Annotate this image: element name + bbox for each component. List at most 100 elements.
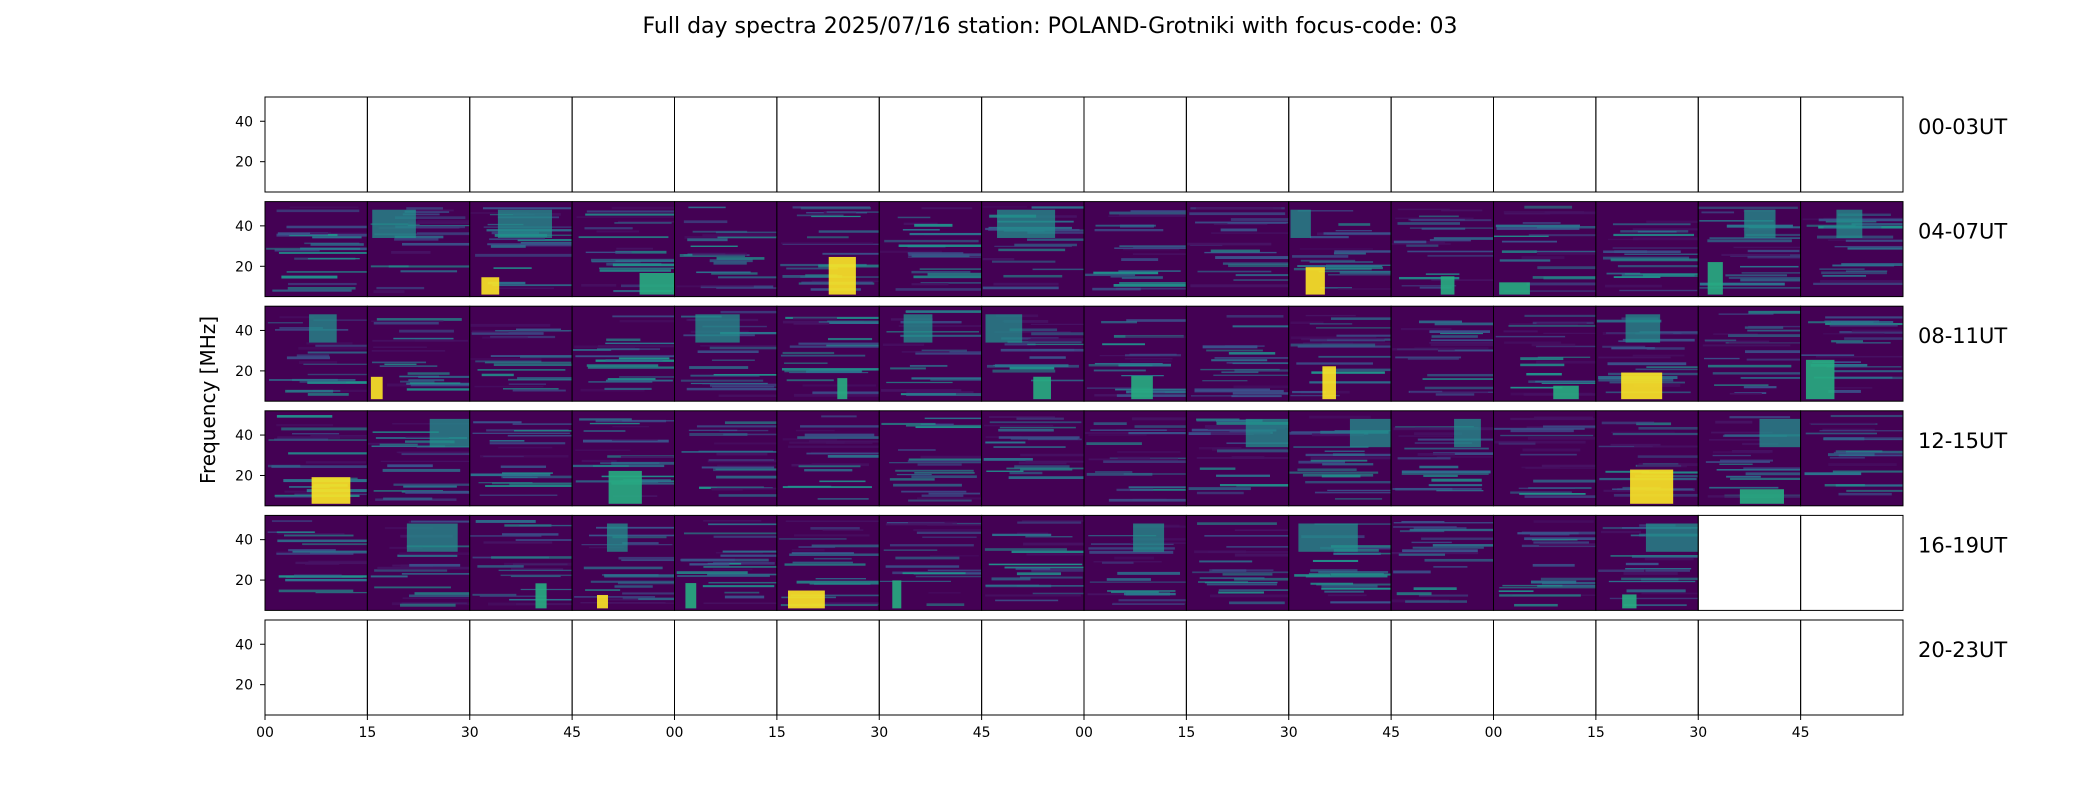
spectrum-stripe <box>886 381 953 384</box>
spectrum-band <box>1133 523 1165 552</box>
spectrum-stripe <box>884 239 979 243</box>
spectrum-band <box>429 418 470 448</box>
spectrum-band <box>985 314 1023 343</box>
spectrum-stripe <box>1211 447 1287 451</box>
spectrum-stripe <box>487 281 526 285</box>
spectrum-stripe <box>373 290 405 294</box>
spectrum-stripe <box>512 389 566 392</box>
spectrum-stripe <box>806 370 862 373</box>
spectrum-panel <box>1697 410 1802 507</box>
spectrum-stripe <box>915 426 982 429</box>
spectrum-stripe <box>500 574 573 577</box>
spectrum-stripe <box>985 584 1052 588</box>
spectrum-stripe <box>501 472 553 474</box>
row-00-03UT: 20 40 00-03UT <box>235 96 2007 193</box>
spectrum-stripe <box>1608 580 1696 583</box>
spectrum-panel <box>1800 514 1904 611</box>
spectrum-stripe <box>492 284 573 287</box>
spectrum-stripe <box>402 213 440 216</box>
spectrum-stripe <box>916 497 982 500</box>
spectrum-stripe <box>1032 592 1084 595</box>
spectrum-stripe <box>1330 573 1392 576</box>
spectrum-panel <box>1493 410 1597 507</box>
spectrum-stripe <box>897 216 931 219</box>
spectrum-stripe <box>1607 362 1687 366</box>
spectrum-stripe <box>313 319 368 321</box>
spectrum-stripe <box>1613 276 1661 279</box>
panel-frame <box>1493 619 1597 716</box>
panel-background <box>1493 201 1596 297</box>
spectrum-stripe <box>1232 392 1289 395</box>
spectrum-stripe <box>1117 450 1181 454</box>
spectrum-stripe <box>1632 354 1685 357</box>
spectrum-stripe <box>881 422 936 426</box>
spectrum-stripe <box>473 421 522 424</box>
spectrum-stripe <box>596 526 675 529</box>
spectrum-stripe <box>1740 377 1801 379</box>
spectrum-stripe <box>606 338 641 342</box>
spectrum-stripe <box>482 336 528 339</box>
spectrum-stripe <box>408 594 470 598</box>
spectrum-stripe <box>1598 445 1653 448</box>
spectrum-stripe <box>1395 217 1474 220</box>
spectrum-stripe <box>1414 432 1462 436</box>
spectrum-band <box>1836 209 1863 238</box>
spectrum-stripe <box>1431 335 1478 338</box>
spectrum-stripe <box>913 275 982 279</box>
spectrum-stripe <box>585 589 621 591</box>
spectrum-stripe <box>1510 386 1563 389</box>
spectrum-stripe <box>618 357 670 360</box>
spectrum-stripe <box>1234 369 1289 372</box>
spectrum-stripe <box>1646 347 1685 350</box>
spectrum-stripe <box>1206 583 1277 586</box>
panel-frame <box>981 96 1085 193</box>
spectrum-stripe <box>712 386 775 388</box>
spectrum-stripe <box>619 320 675 323</box>
x-axis-ticks: 00 15 30 45 00 15 30 45 00 15 30 45 00 15 30 45 <box>256 715 1810 741</box>
spectrum-stripe <box>1399 530 1445 533</box>
spectrum-stripe <box>511 568 564 571</box>
spectrum-stripe <box>1094 228 1164 232</box>
spectrum-stripe <box>1027 238 1084 241</box>
spectrum-stripe <box>310 232 368 234</box>
spectrum-stripe <box>1228 352 1276 355</box>
spectrum-panel <box>1595 619 1699 716</box>
spectrum-stripe <box>470 323 551 327</box>
spectrum-stripe <box>1309 339 1385 342</box>
spectrum-stripe <box>1292 390 1327 394</box>
spectrum-panel <box>674 410 778 507</box>
spectrum-stripe <box>611 348 661 351</box>
spectrum-stripe <box>1327 274 1392 276</box>
spectrum-burst <box>311 477 351 504</box>
spectrum-stripe <box>1810 363 1868 367</box>
spectrum-stripe <box>1321 587 1392 590</box>
panel-frame <box>366 619 471 716</box>
spectrum-stripe <box>277 232 328 236</box>
spectrum-stripe <box>1338 223 1371 226</box>
spectrum-stripe <box>1305 481 1392 484</box>
spectrum-stripe <box>1624 273 1699 275</box>
spectrum-stripe <box>786 379 834 382</box>
spectrum-stripe <box>1601 421 1655 425</box>
spectrum-stripe <box>1609 597 1699 600</box>
spectrum-panel <box>981 305 1085 402</box>
spectrum-stripe <box>1409 391 1489 394</box>
spectrum-burst <box>1622 594 1637 609</box>
spectrum-stripe <box>1712 454 1751 457</box>
panel-background <box>469 410 573 506</box>
spectrum-stripe <box>1646 220 1699 223</box>
spectrum-stripe <box>690 245 738 247</box>
spectrum-stripe <box>1610 443 1661 446</box>
spectrum-stripe <box>924 417 982 420</box>
spectrum-panel <box>469 201 573 298</box>
spectrum-stripe <box>1847 247 1903 250</box>
spectrum-stripe <box>999 426 1076 429</box>
spectrum-stripe <box>1086 387 1150 389</box>
spectrum-stripe <box>1504 341 1562 344</box>
spectrum-stripe <box>907 256 982 258</box>
spectrum-stripe <box>587 366 675 369</box>
spectrum-stripe <box>1202 345 1258 349</box>
spectrum-stripe <box>1637 231 1677 233</box>
spectrum-stripe <box>376 318 462 321</box>
spectrum-stripe <box>395 225 466 229</box>
